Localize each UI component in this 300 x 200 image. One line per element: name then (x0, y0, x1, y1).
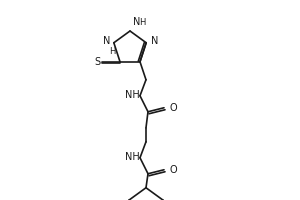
Text: O: O (170, 165, 178, 175)
Text: N: N (151, 36, 158, 46)
Text: NH: NH (124, 152, 140, 162)
Text: NH: NH (124, 90, 140, 100)
Text: S: S (94, 57, 100, 67)
Text: H: H (139, 18, 146, 27)
Text: N: N (103, 36, 111, 46)
Text: O: O (170, 103, 178, 113)
Text: H: H (109, 47, 115, 56)
Text: N: N (133, 17, 140, 27)
